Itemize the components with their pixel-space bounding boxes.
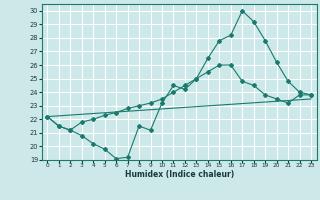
X-axis label: Humidex (Indice chaleur): Humidex (Indice chaleur) bbox=[124, 170, 234, 179]
